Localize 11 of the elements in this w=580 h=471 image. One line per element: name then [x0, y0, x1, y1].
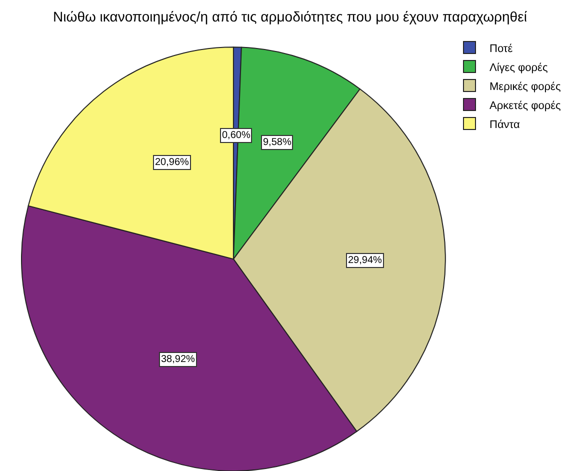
data-label: 20,96%: [155, 157, 190, 168]
legend-label: Αρκετές φορές: [490, 100, 561, 112]
data-label: 29,94%: [348, 255, 382, 266]
data-label: 0,60%: [222, 130, 250, 141]
legend-label: Πάντα: [490, 118, 520, 131]
data-label: 38,92%: [161, 354, 196, 365]
legend-label: Μερικές φορές: [490, 80, 561, 93]
chart-title: Νιώθω ικανοποιημένος/η από τις αρμοδιότητες που μου έχουν παραχωρηθεί: [53, 8, 527, 24]
legend-label: Ποτέ: [490, 42, 513, 55]
data-label: 9,58%: [263, 137, 292, 148]
legend-label: Λίγες φορές: [490, 62, 548, 74]
